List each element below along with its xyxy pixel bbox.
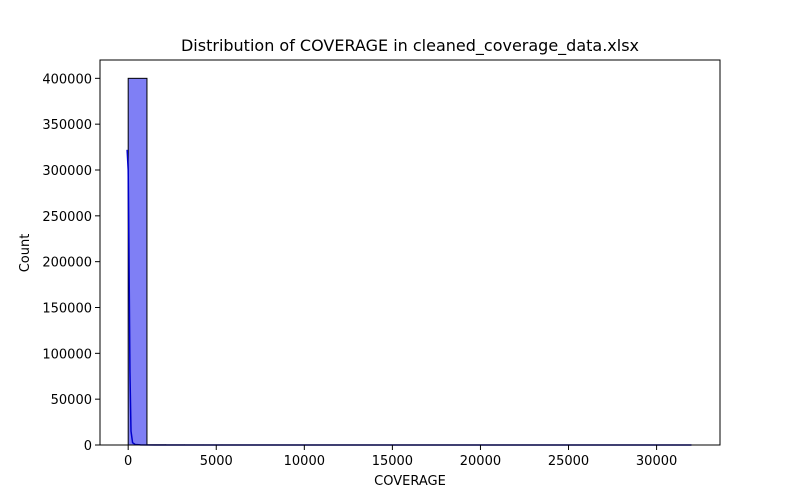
- y-tick-label: 350000: [42, 118, 92, 133]
- x-tick-label: 15000: [372, 454, 413, 469]
- y-tick-label: 0: [84, 439, 92, 454]
- x-tick-label: 30000: [636, 454, 677, 469]
- x-axis-label: COVERAGE: [374, 474, 446, 489]
- y-tick-label: 200000: [42, 256, 92, 271]
- x-tick-label: 5000: [200, 454, 233, 469]
- plot-area: [126, 77, 692, 446]
- plot-frame: [99, 59, 721, 446]
- x-tick-label: 0: [124, 454, 132, 469]
- kde-line: [126, 149, 692, 446]
- y-axis: 0 50000 100000 150000 200000 250000 300000 3500…: [42, 72, 100, 454]
- y-tick-label: 150000: [42, 302, 92, 317]
- y-tick-label: 50000: [51, 393, 92, 408]
- y-axis-label: Count: [18, 234, 33, 273]
- x-tick-label: 10000: [284, 454, 325, 469]
- y-tick-label: 300000: [42, 164, 92, 179]
- x-tick-label: 20000: [460, 454, 501, 469]
- chart-title: Distribution of COVERAGE in cleaned_cove…: [181, 36, 639, 56]
- y-tick-label: 250000: [42, 210, 92, 225]
- x-axis: 0 5000 10000 15000 20000 25000 30000: [124, 445, 677, 469]
- y-tick-label: 400000: [42, 72, 92, 87]
- y-tick-label: 100000: [42, 347, 92, 362]
- x-tick-label: 25000: [548, 454, 589, 469]
